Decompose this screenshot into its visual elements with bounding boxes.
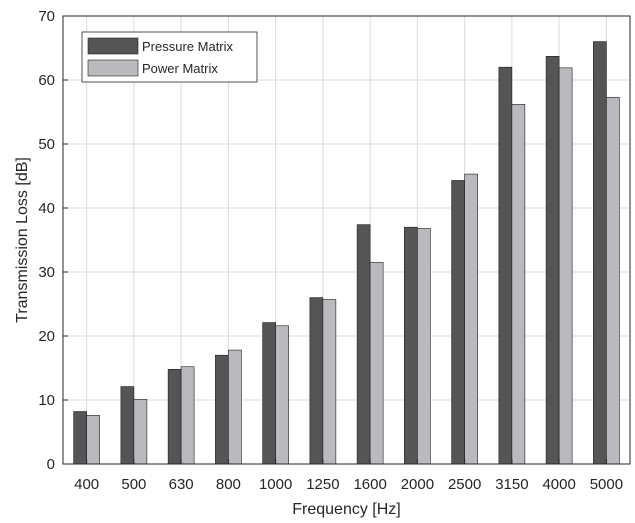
y-tick-label: 30 xyxy=(38,264,55,281)
x-tick-label: 2500 xyxy=(448,476,481,493)
x-axis-ticks: 400 500 630 800 1000 1250 1600 2000 2500 3150 4000… xyxy=(74,459,623,493)
bar-pressure-matrix-3150 xyxy=(498,66,513,465)
y-axis-label: Transmission Loss [dB] xyxy=(14,157,31,323)
bar-pressure-matrix-5000 xyxy=(593,41,607,465)
plot-frame xyxy=(62,15,631,465)
bar-power-matrix-2500 xyxy=(464,173,478,465)
bar-power-matrix-800 xyxy=(228,349,242,465)
bar-power-matrix-4000 xyxy=(558,67,573,465)
bar-pressure-matrix-500 xyxy=(120,386,135,465)
x-tick-label: 400 xyxy=(74,476,99,493)
bar-power-matrix-2000 xyxy=(417,228,431,465)
x-tick-label: 500 xyxy=(121,476,146,493)
bar-power-matrix-5000 xyxy=(606,96,620,465)
legend-label-power-matrix: Power Matrix xyxy=(142,61,218,76)
y-tick-label: 20 xyxy=(38,328,55,345)
bar-pressure-matrix-4000 xyxy=(545,56,560,465)
bar-pressure-matrix-1250 xyxy=(309,297,324,465)
y-tick-label: 70 xyxy=(38,8,55,25)
x-tick-label: 3150 xyxy=(495,476,528,493)
y-axis-ticks: 0 10 20 30 40 50 60 70 xyxy=(38,8,68,473)
bar-power-matrix-1250 xyxy=(322,299,337,465)
bar-pressure-matrix-1000 xyxy=(262,322,276,465)
y-tick-label: 10 xyxy=(38,392,55,409)
x-tick-label: 4000 xyxy=(542,476,575,493)
legend: Pressure Matrix Power Matrix xyxy=(81,31,258,83)
y-tick-label: 60 xyxy=(38,72,55,89)
bar-power-matrix-1000 xyxy=(275,325,289,465)
x-tick-label: 630 xyxy=(169,476,194,493)
legend-swatch-power-matrix xyxy=(87,59,139,77)
x-tick-label: 1250 xyxy=(306,476,339,493)
x-tick-label: 1000 xyxy=(259,476,292,493)
bar-power-matrix-400 xyxy=(86,415,100,465)
legend-label-pressure-matrix: Pressure Matrix xyxy=(142,39,234,54)
x-tick-label: 2000 xyxy=(401,476,434,493)
x-tick-label: 1600 xyxy=(353,476,386,493)
x-axis-label: Frequency [Hz] xyxy=(292,501,400,518)
bar-pressure-matrix-800 xyxy=(215,354,229,465)
bar-power-matrix-630 xyxy=(180,366,195,465)
bar-pressure-matrix-1600 xyxy=(356,224,371,465)
bar-pressure-matrix-630 xyxy=(167,368,182,465)
bar-pressure-matrix-2500 xyxy=(451,180,465,465)
bar-power-matrix-1600 xyxy=(369,262,384,465)
y-tick-label: 40 xyxy=(38,200,55,217)
legend-swatch-pressure-matrix xyxy=(87,37,139,55)
y-tick-label: 50 xyxy=(38,136,55,153)
plot-background xyxy=(63,16,630,464)
bar-pressure-matrix-2000 xyxy=(404,226,418,465)
bar-power-matrix-3150 xyxy=(511,104,526,465)
x-tick-label: 5000 xyxy=(590,476,623,493)
bar-power-matrix-500 xyxy=(133,399,148,465)
bar-pressure-matrix-400 xyxy=(73,411,87,465)
x-tick-label: 800 xyxy=(216,476,241,493)
bars-group xyxy=(73,41,620,465)
y-tick-label: 0 xyxy=(47,456,55,473)
